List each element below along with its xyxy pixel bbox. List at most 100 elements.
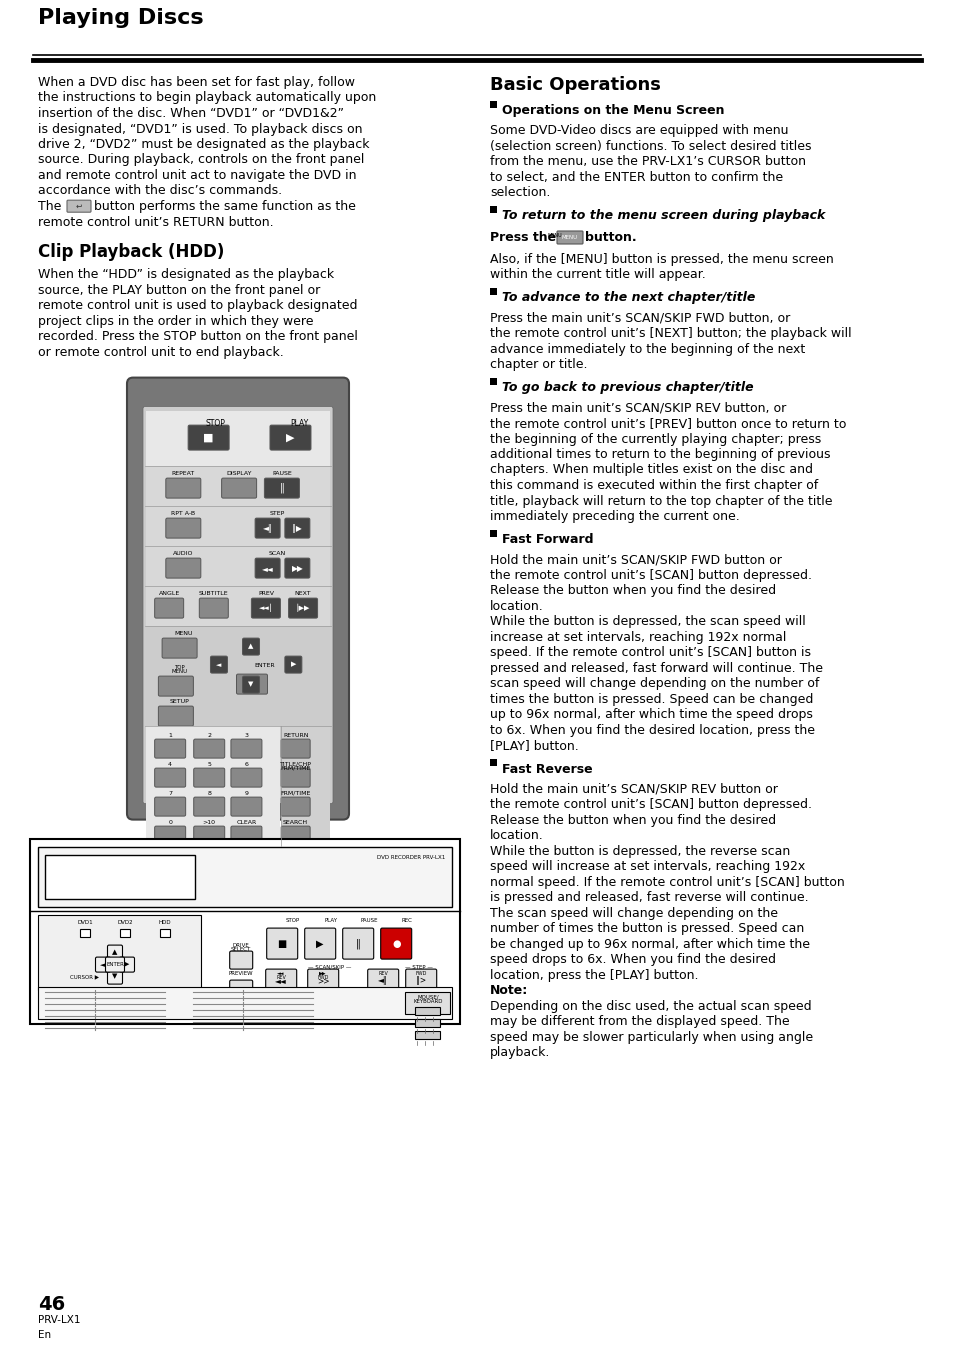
FancyBboxPatch shape [193,739,225,758]
Text: ▶: ▶ [286,433,294,442]
Bar [38,987,452,1019]
Text: ◄◄
REV: ◄◄ REV [276,971,286,980]
FancyBboxPatch shape [308,969,338,992]
Text: location, press the [PLAY] button.: location, press the [PLAY] button. [490,969,698,981]
FancyBboxPatch shape [158,677,193,696]
Text: increase at set intervals, reaching 192x normal: increase at set intervals, reaching 192x… [490,631,785,644]
Text: Hold the main unit’s SCAN/SKIP FWD button or: Hold the main unit’s SCAN/SKIP FWD butto… [490,554,781,566]
Text: source, the PLAY button on the front panel or: source, the PLAY button on the front pan… [38,283,320,297]
FancyBboxPatch shape [166,479,201,499]
Text: When a DVD disc has been set for fast play, follow: When a DVD disc has been set for fast pl… [38,75,355,89]
Text: ‖: ‖ [279,483,284,493]
Text: may be different from the displayed speed. The: may be different from the displayed spee… [490,1015,789,1029]
Text: To return to the menu screen during playback: To return to the menu screen during play… [501,209,824,222]
FancyBboxPatch shape [193,768,225,787]
Text: NEXT: NEXT [294,590,311,596]
Text: 3: 3 [244,732,248,737]
FancyBboxPatch shape [380,929,412,958]
FancyBboxPatch shape [95,957,111,972]
FancyBboxPatch shape [67,201,91,212]
Text: times the button is pressed. Speed can be changed: times the button is pressed. Speed can b… [490,693,813,706]
Text: STEP: STEP [270,511,285,515]
Text: AUDIO: AUDIO [172,550,193,555]
Text: CURSOR ▶: CURSOR ▶ [70,975,99,980]
Text: location.: location. [490,829,543,842]
Text: Some DVD-Video discs are equipped with menu: Some DVD-Video discs are equipped with m… [490,124,788,137]
FancyBboxPatch shape [405,969,436,992]
FancyBboxPatch shape [342,929,374,958]
Text: SETUP: SETUP [170,698,190,704]
Text: the remote control unit’s [SCAN] button depressed.: the remote control unit’s [SCAN] button … [490,798,811,811]
Text: ■: ■ [203,433,213,442]
Text: 46: 46 [38,1295,65,1314]
Text: ■: ■ [277,938,287,949]
FancyBboxPatch shape [285,656,301,673]
Text: MOUSE/
KEYBOARD: MOUSE/ KEYBOARD [413,995,442,1004]
Text: remote control unit is used to playback designated: remote control unit is used to playback … [38,299,357,313]
Text: Hold the main unit’s SCAN/SKIP REV button or: Hold the main unit’s SCAN/SKIP REV butto… [490,783,777,795]
Text: ◄◄: ◄◄ [261,563,274,573]
Text: While the button is depressed, the reverse scan: While the button is depressed, the rever… [490,845,789,857]
FancyBboxPatch shape [281,768,310,787]
Text: ▶▶: ▶▶ [292,563,303,573]
Text: from the menu, use the PRV-LX1’s CURSOR button: from the menu, use the PRV-LX1’s CURSOR … [490,155,805,168]
FancyBboxPatch shape [236,674,267,694]
Text: RETURN: RETURN [283,732,308,737]
FancyBboxPatch shape [267,929,297,958]
Text: Also, if the [MENU] button is pressed, the menu screen: Also, if the [MENU] button is pressed, t… [490,252,833,266]
FancyBboxPatch shape [281,739,310,758]
Text: Release the button when you find the desired: Release the button when you find the des… [490,585,776,597]
Text: TITLE/CHP
FRM/TIME: TITLE/CHP FRM/TIME [279,762,312,771]
Text: playback.: playback. [490,1046,550,1060]
Text: STOP: STOP [206,419,225,427]
Text: the remote control unit’s [SCAN] button depressed.: the remote control unit’s [SCAN] button … [490,569,811,582]
FancyBboxPatch shape [557,231,582,244]
Text: 6: 6 [244,762,248,767]
Text: Note:: Note: [490,984,528,998]
Text: FRM/TIME: FRM/TIME [280,790,311,795]
Text: 8: 8 [207,790,211,795]
Text: PAUSE: PAUSE [272,470,292,476]
Text: Playing Discs: Playing Discs [38,8,203,28]
Text: En: En [38,1330,51,1340]
Text: Depending on the disc used, the actual scan speed: Depending on the disc used, the actual s… [490,1000,811,1012]
FancyBboxPatch shape [254,518,280,538]
Text: Fast Forward: Fast Forward [501,534,593,546]
Text: Fast Reverse: Fast Reverse [501,763,592,775]
Text: MENU: MENU [547,233,561,239]
Text: ◄: ◄ [100,961,106,968]
Text: 5: 5 [207,762,211,767]
FancyBboxPatch shape [231,739,262,758]
FancyBboxPatch shape [193,797,225,816]
FancyBboxPatch shape [108,969,122,984]
Text: and remote control unit act to navigate the DVD in: and remote control unit act to navigate … [38,168,356,182]
Text: REPEAT: REPEAT [172,470,194,476]
Text: the remote control unit’s [PREV] button once to return to: the remote control unit’s [PREV] button … [490,417,845,430]
FancyBboxPatch shape [281,826,310,845]
Text: >>: >> [316,976,329,985]
Text: speed may be slower particularly when using angle: speed may be slower particularly when us… [490,1031,812,1043]
Text: >10: >10 [202,820,215,825]
Bar [490,101,497,108]
Text: ENTER: ENTER [106,962,124,967]
Text: ▼: ▼ [248,682,253,687]
Text: ▲: ▲ [248,643,253,650]
Text: SUBTITLE: SUBTITLE [199,590,229,596]
Text: ↩: ↩ [75,202,82,210]
FancyBboxPatch shape [288,599,317,619]
Text: Press the main unit’s SCAN/SKIP REV button, or: Press the main unit’s SCAN/SKIP REV butt… [490,402,785,414]
Text: ▼: ▼ [112,973,117,980]
FancyBboxPatch shape [242,677,259,693]
Bar [415,1019,439,1027]
Text: ▶: ▶ [124,961,130,968]
Text: Clip Playback (HDD): Clip Playback (HDD) [38,244,224,262]
Text: button performs the same function as the: button performs the same function as the [94,200,355,213]
Text: MENU: MENU [561,235,578,240]
Bar [490,288,497,295]
Text: pressed and released, fast forward will continue. The: pressed and released, fast forward will … [490,662,822,675]
Bar [146,625,330,725]
Text: REC: REC [401,918,413,922]
Text: Press the: Press the [490,231,556,244]
Text: DVD2: DVD2 [117,919,132,925]
Text: recorded. Press the STOP button on the front panel: recorded. Press the STOP button on the f… [38,330,357,344]
